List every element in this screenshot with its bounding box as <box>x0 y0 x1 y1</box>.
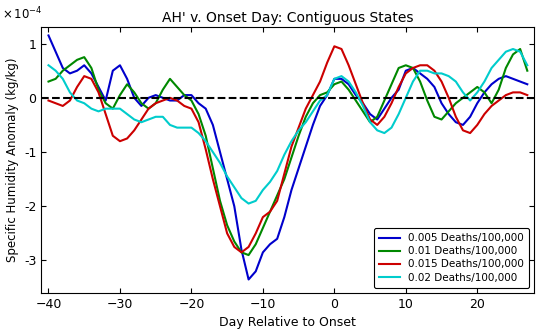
0.02 Deaths/100,000 <box>395 112 402 116</box>
Line: 0.015 Deaths/100,000: 0.015 Deaths/100,000 <box>49 46 527 252</box>
0.015 Deaths/100,000 <box>488 104 495 108</box>
0.02 Deaths/100,000 <box>431 71 437 75</box>
0.01 Deaths/100,000 <box>395 66 402 70</box>
0.02 Deaths/100,000 <box>245 202 252 206</box>
0.005 Deaths/100,000 <box>152 93 159 97</box>
0.015 Deaths/100,000 <box>524 93 530 97</box>
0.02 Deaths/100,000 <box>45 63 52 67</box>
0.01 Deaths/100,000 <box>474 85 481 89</box>
Legend: 0.005 Deaths/100,000, 0.01 Deaths/100,000, 0.015 Deaths/100,000, 0.02 Deaths/100: 0.005 Deaths/100,000, 0.01 Deaths/100,00… <box>374 228 529 288</box>
0.01 Deaths/100,000 <box>488 101 495 105</box>
0.02 Deaths/100,000 <box>488 66 495 70</box>
0.01 Deaths/100,000 <box>374 115 381 119</box>
0.01 Deaths/100,000 <box>481 90 488 94</box>
0.015 Deaths/100,000 <box>331 44 338 48</box>
0.01 Deaths/100,000 <box>517 47 523 51</box>
0.005 Deaths/100,000 <box>481 90 488 94</box>
0.02 Deaths/100,000 <box>481 79 488 83</box>
0.01 Deaths/100,000 <box>245 253 252 257</box>
X-axis label: Day Relative to Onset: Day Relative to Onset <box>219 317 356 329</box>
0.015 Deaths/100,000 <box>496 98 502 103</box>
Line: 0.01 Deaths/100,000: 0.01 Deaths/100,000 <box>49 49 527 255</box>
0.015 Deaths/100,000 <box>381 115 388 119</box>
0.02 Deaths/100,000 <box>474 90 481 94</box>
0.005 Deaths/100,000 <box>45 34 52 38</box>
Title: AH' v. Onset Day: Contiguous States: AH' v. Onset Day: Contiguous States <box>162 11 414 25</box>
0.005 Deaths/100,000 <box>331 77 338 81</box>
Line: 0.005 Deaths/100,000: 0.005 Deaths/100,000 <box>49 36 527 279</box>
0.005 Deaths/100,000 <box>324 93 330 97</box>
0.02 Deaths/100,000 <box>374 128 381 132</box>
0.005 Deaths/100,000 <box>160 96 166 100</box>
0.02 Deaths/100,000 <box>510 47 516 51</box>
0.015 Deaths/100,000 <box>438 79 445 83</box>
0.005 Deaths/100,000 <box>524 82 530 86</box>
0.015 Deaths/100,000 <box>45 98 52 103</box>
0.015 Deaths/100,000 <box>238 250 245 254</box>
0.01 Deaths/100,000 <box>45 79 52 83</box>
0.01 Deaths/100,000 <box>431 115 437 119</box>
0.02 Deaths/100,000 <box>524 63 530 67</box>
Y-axis label: Specific Humidity Anomaly (kg/kg): Specific Humidity Anomaly (kg/kg) <box>5 58 18 262</box>
0.015 Deaths/100,000 <box>481 112 488 116</box>
0.005 Deaths/100,000 <box>245 277 252 281</box>
0.01 Deaths/100,000 <box>524 69 530 73</box>
Line: 0.02 Deaths/100,000: 0.02 Deaths/100,000 <box>49 49 527 204</box>
0.015 Deaths/100,000 <box>403 71 409 75</box>
0.005 Deaths/100,000 <box>253 269 259 273</box>
Text: $\times\,10^{-4}$: $\times\,10^{-4}$ <box>2 5 42 22</box>
